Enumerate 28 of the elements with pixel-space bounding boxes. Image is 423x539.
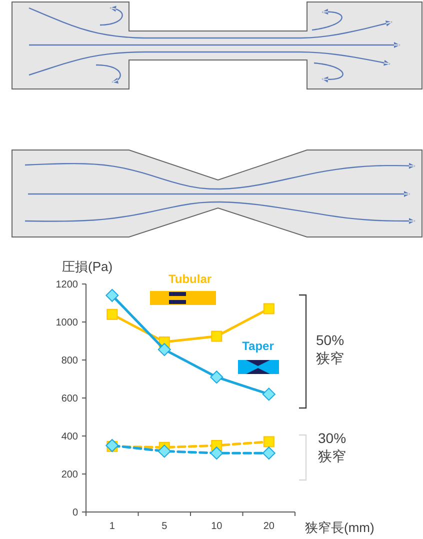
point <box>158 343 171 356</box>
point <box>106 288 119 302</box>
x-tick-label: 1 <box>109 521 116 532</box>
x-tick-label: 20 <box>263 521 275 532</box>
y-tick-label: 200 <box>61 470 78 480</box>
point <box>210 446 224 460</box>
y-axis-title: 圧損(Pa) <box>62 259 113 274</box>
text: 50% 狭窄 <box>316 332 344 366</box>
y-tick-label: 400 <box>61 432 78 442</box>
y-tick-label: 600 <box>61 394 78 404</box>
text: Tubular <box>168 272 212 286</box>
point <box>263 303 274 314</box>
text: Taper <box>242 339 274 353</box>
y-tick-label: 1200 <box>56 280 78 290</box>
text: 30% 狭窄 <box>318 430 346 464</box>
point <box>158 444 171 458</box>
x-tick-label: 5 <box>162 521 168 532</box>
point <box>106 308 118 320</box>
y-tick-label: 0 <box>72 508 78 518</box>
point <box>262 446 276 460</box>
x-axis-title: 狭窄長(mm) <box>305 520 374 535</box>
y-tick-label: 1000 <box>56 318 78 328</box>
point <box>211 330 222 342</box>
point <box>262 388 276 401</box>
point <box>263 436 274 448</box>
point <box>210 370 224 384</box>
x-tick-label: 10 <box>211 521 223 532</box>
y-tick-label: 800 <box>61 356 78 366</box>
